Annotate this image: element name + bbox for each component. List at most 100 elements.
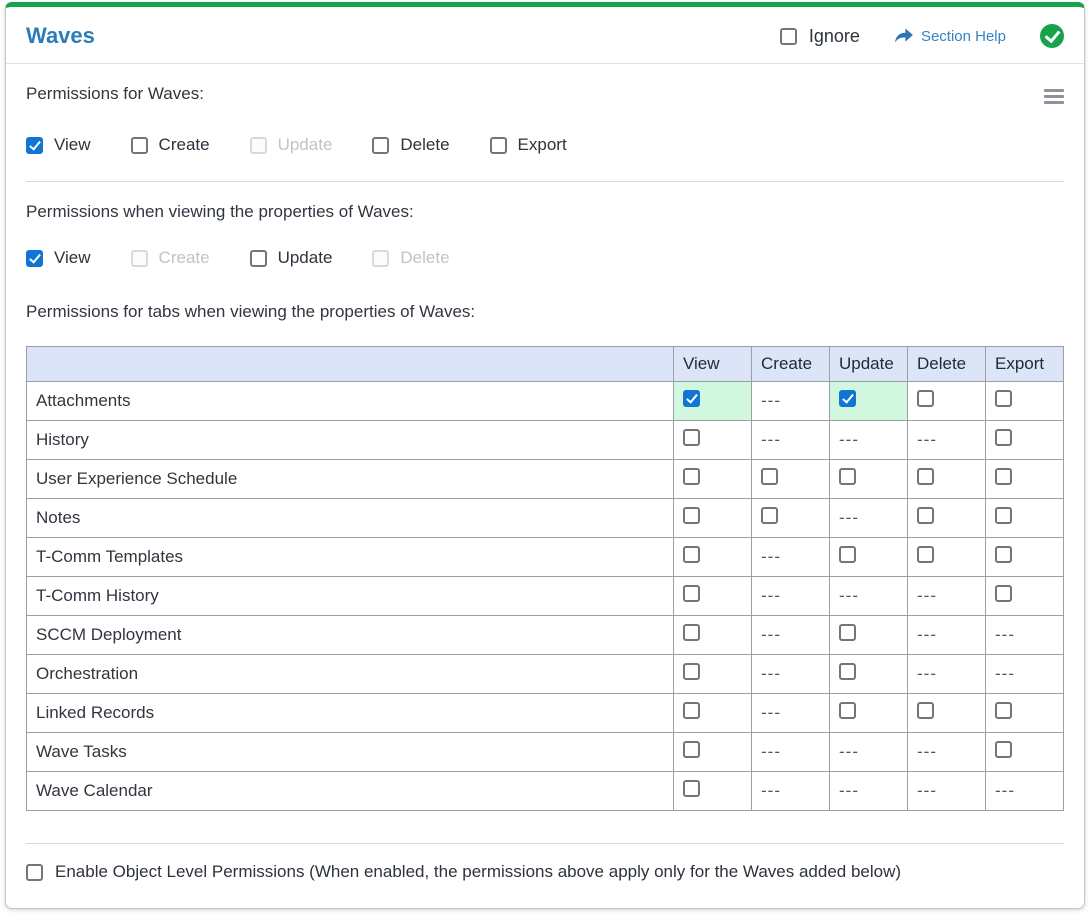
not-applicable-text: --- — [995, 625, 1015, 644]
main-perm-export-item: Export — [490, 135, 567, 155]
permission-cell-export — [986, 460, 1064, 499]
user-experience-schedule-delete-checkbox[interactable] — [917, 468, 934, 485]
permission-cell-update: --- — [830, 772, 908, 811]
checkbox-label: Export — [518, 135, 567, 155]
user-experience-schedule-export-checkbox[interactable] — [995, 468, 1012, 485]
checkbox-label: View — [54, 135, 91, 155]
props-perm-create-item: Create — [131, 248, 210, 268]
permission-cell-delete — [908, 694, 986, 733]
main-perm-delete-item: Delete — [372, 135, 449, 155]
props-perm-update-checkbox[interactable] — [250, 250, 267, 267]
attachments-delete-checkbox[interactable] — [917, 390, 934, 407]
permission-cell-create: --- — [752, 616, 830, 655]
user-experience-schedule-create-checkbox[interactable] — [761, 468, 778, 485]
t-comm-history-view-checkbox[interactable] — [683, 585, 700, 602]
not-applicable-text: --- — [839, 742, 859, 761]
permission-cell-export — [986, 421, 1064, 460]
permission-cell-export: --- — [986, 772, 1064, 811]
not-applicable-text: --- — [761, 781, 781, 800]
table-row: User Experience Schedule — [27, 460, 1064, 499]
wave-tasks-export-checkbox[interactable] — [995, 741, 1012, 758]
wave-tasks-view-checkbox[interactable] — [683, 741, 700, 758]
notes-delete-checkbox[interactable] — [917, 507, 934, 524]
permission-cell-delete: --- — [908, 577, 986, 616]
table-row: Linked Records--- — [27, 694, 1064, 733]
t-comm-templates-view-checkbox[interactable] — [683, 546, 700, 563]
permission-cell-update: --- — [830, 499, 908, 538]
page-title: Waves — [26, 23, 95, 49]
props-perm-delete-checkbox — [372, 250, 389, 267]
table-row: Attachments--- — [27, 382, 1064, 421]
t-comm-templates-delete-checkbox[interactable] — [917, 546, 934, 563]
permission-cell-delete — [908, 382, 986, 421]
sccm-deployment-view-checkbox[interactable] — [683, 624, 700, 641]
permission-cell-delete: --- — [908, 772, 986, 811]
permission-cell-create: --- — [752, 382, 830, 421]
main-perm-view-checkbox[interactable] — [26, 137, 43, 154]
main-perm-update-checkbox — [250, 137, 267, 154]
not-applicable-text: --- — [917, 781, 937, 800]
permission-cell-view — [674, 577, 752, 616]
ignore-checkbox[interactable] — [780, 28, 797, 45]
notes-export-checkbox[interactable] — [995, 507, 1012, 524]
main-perm-view-item: View — [26, 135, 91, 155]
t-comm-history-export-checkbox[interactable] — [995, 585, 1012, 602]
check-circle-icon[interactable] — [1040, 24, 1064, 48]
history-view-checkbox[interactable] — [683, 429, 700, 446]
props-perm-view-item: View — [26, 248, 91, 268]
props-perm-update-item: Update — [250, 248, 333, 268]
ignore-label: Ignore — [809, 26, 860, 47]
tab-name-cell: Wave Tasks — [27, 733, 674, 772]
hamburger-menu-icon[interactable] — [1044, 84, 1064, 109]
tabs-permissions-label: Permissions for tabs when viewing the pr… — [26, 302, 475, 322]
t-comm-templates-update-checkbox[interactable] — [839, 546, 856, 563]
table-row: Orchestration--------- — [27, 655, 1064, 694]
props-perm-view-checkbox[interactable] — [26, 250, 43, 267]
attachments-update-checkbox[interactable] — [839, 390, 856, 407]
tab-name-cell: History — [27, 421, 674, 460]
permission-cell-view — [674, 382, 752, 421]
sccm-deployment-update-checkbox[interactable] — [839, 624, 856, 641]
orchestration-update-checkbox[interactable] — [839, 663, 856, 680]
enable-object-level-permissions-checkbox[interactable] — [26, 864, 43, 881]
t-comm-templates-export-checkbox[interactable] — [995, 546, 1012, 563]
permission-cell-delete: --- — [908, 616, 986, 655]
props-perm-create-checkbox — [131, 250, 148, 267]
section-help-link[interactable]: Section Help — [894, 28, 1006, 45]
linked-records-delete-checkbox[interactable] — [917, 702, 934, 719]
permission-cell-view — [674, 421, 752, 460]
permission-cell-create: --- — [752, 577, 830, 616]
notes-create-checkbox[interactable] — [761, 507, 778, 524]
attachments-view-checkbox[interactable] — [683, 390, 700, 407]
main-perm-export-checkbox[interactable] — [490, 137, 507, 154]
permission-cell-create: --- — [752, 733, 830, 772]
wave-calendar-view-checkbox[interactable] — [683, 780, 700, 797]
tab-name-cell: Wave Calendar — [27, 772, 674, 811]
not-applicable-text: --- — [761, 742, 781, 761]
enable-olp-label: Enable Object Level Permissions (When en… — [55, 862, 901, 882]
table-row: T-Comm Templates--- — [27, 538, 1064, 577]
main-perm-create-checkbox[interactable] — [131, 137, 148, 154]
checkbox-label: Update — [278, 248, 333, 268]
history-export-checkbox[interactable] — [995, 429, 1012, 446]
permission-cell-update — [830, 382, 908, 421]
permission-cell-view — [674, 694, 752, 733]
linked-records-export-checkbox[interactable] — [995, 702, 1012, 719]
permission-cell-export — [986, 733, 1064, 772]
not-applicable-text: --- — [995, 781, 1015, 800]
column-header-view: View — [674, 347, 752, 382]
linked-records-view-checkbox[interactable] — [683, 702, 700, 719]
linked-records-update-checkbox[interactable] — [839, 702, 856, 719]
notes-view-checkbox[interactable] — [683, 507, 700, 524]
permission-cell-create: --- — [752, 655, 830, 694]
orchestration-view-checkbox[interactable] — [683, 663, 700, 680]
user-experience-schedule-update-checkbox[interactable] — [839, 468, 856, 485]
user-experience-schedule-view-checkbox[interactable] — [683, 468, 700, 485]
attachments-export-checkbox[interactable] — [995, 390, 1012, 407]
permission-cell-export: --- — [986, 655, 1064, 694]
permission-cell-export — [986, 577, 1064, 616]
main-perm-delete-checkbox[interactable] — [372, 137, 389, 154]
checkbox-label: View — [54, 248, 91, 268]
main-permissions-checkboxes: ViewCreateUpdateDeleteExport — [26, 135, 1064, 155]
divider — [26, 843, 1064, 844]
